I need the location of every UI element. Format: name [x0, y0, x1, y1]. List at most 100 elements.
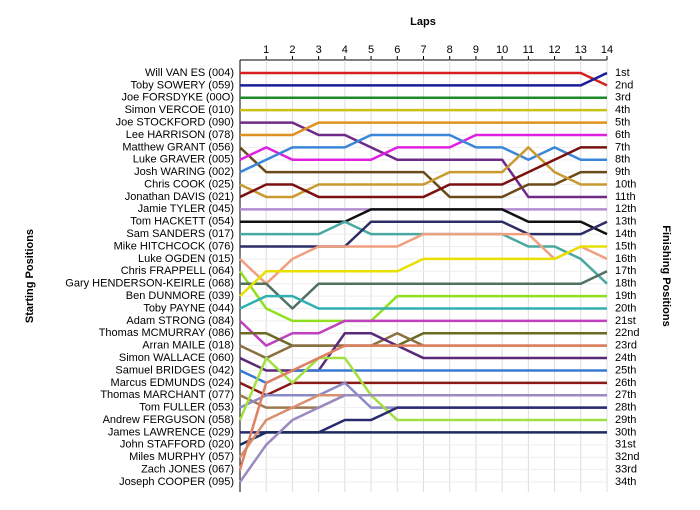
x-tick-label: 10 [496, 44, 508, 56]
rider-label: Joseph COOPER (095) [119, 476, 234, 488]
rider-line [240, 121, 607, 199]
finishing-label: 21st [615, 315, 636, 327]
x-tick-label: 13 [575, 44, 587, 56]
finishing-label: 9th [615, 166, 630, 178]
finishing-label: 15th [615, 240, 636, 252]
rider-line [239, 146, 607, 199]
finishing-label: 5th [615, 116, 630, 128]
rider-label: Simon WALLACE (060) [119, 352, 234, 364]
rider-label: Chris FRAPPELL (064) [121, 265, 234, 277]
rider-label: Andrew FERGUSON (058) [103, 414, 234, 426]
finishing-label: 14th [615, 228, 636, 240]
finishing-label: 2nd [615, 79, 633, 91]
finishing-label: 3rd [615, 92, 631, 104]
finishing-label: 29th [615, 414, 636, 426]
rider-line [240, 208, 608, 236]
rider-label: Joe STOCKFORD (090) [116, 116, 234, 128]
x-tick-label: 11 [523, 44, 534, 56]
finishing-label: 8th [615, 154, 630, 166]
finishing-label: 11th [615, 191, 636, 203]
x-tick-label: 14 [601, 44, 613, 56]
x-tick-label: 7 [420, 44, 426, 56]
x-tick-label: 2 [289, 44, 295, 56]
finishing-label: 24th [615, 352, 636, 364]
finishing-label: 31st [615, 439, 636, 451]
x-axis-title: Laps [410, 16, 436, 28]
rider-label: Matthew GRANT (056) [122, 141, 234, 153]
rider-line [239, 232, 608, 285]
rider-label: Simon VERCOE (010) [125, 104, 234, 116]
rider-label: Ben DUNMORE (039) [126, 290, 234, 302]
rider-line [239, 146, 607, 199]
y2-axis-title: Finishing Positions [660, 225, 672, 326]
rider-label: Chris COOK (025) [144, 178, 234, 190]
x-tick-label: 9 [473, 44, 479, 56]
rider-label: Toby PAYNE (044) [143, 302, 234, 314]
rider-label: Samuel BRIDGES (042) [115, 364, 234, 376]
rider-label: John STAFFORD (020) [120, 439, 234, 451]
finishing-label: 6th [615, 129, 630, 141]
finishing-label: 1st [615, 67, 630, 79]
rider-label: Zach JONES (067) [141, 464, 234, 476]
finishing-label: 10th [615, 178, 636, 190]
rider-line [238, 344, 607, 470]
rider-line [239, 294, 607, 310]
x-tick-label: 3 [316, 44, 322, 56]
rider-label: Thomas MARCHANT (077) [100, 389, 234, 401]
finishing-label: 27th [615, 389, 636, 401]
rider-line [238, 270, 607, 323]
rider-line [240, 71, 608, 87]
rider-line [239, 369, 607, 385]
rider-label: Jonathan DAVIS (021) [125, 191, 234, 203]
rider-label: Lee HARRISON (078) [126, 129, 234, 141]
rider-label: Arran MAILE (018) [142, 340, 234, 352]
rider-line [240, 121, 607, 137]
x-tick-label: 1 [263, 44, 269, 56]
finishing-label: 25th [615, 364, 636, 376]
rider-label: Sam SANDERS (017) [126, 228, 234, 240]
rider-line [239, 431, 607, 446]
finishing-label: 12th [615, 203, 636, 215]
y-axis-title: Starting Positions [24, 229, 36, 323]
rider-label: Luke GRAVER (005) [133, 154, 234, 166]
rider-label: Toby SOWERY (059) [130, 79, 234, 91]
finishing-label: 26th [615, 377, 636, 389]
rider-line [240, 220, 608, 248]
finishing-label: 23rd [615, 340, 637, 352]
finishing-label: 19th [615, 290, 636, 302]
finishing-label: 16th [615, 253, 636, 265]
finishing-label: 20th [615, 302, 636, 314]
rider-label: Adam STRONG (084) [126, 315, 234, 327]
finishing-label: 33rd [615, 464, 637, 476]
rider-label: Luke OGDEN (015) [138, 253, 234, 265]
rider-label: Will VAN ES (004) [145, 67, 234, 79]
rider-line [239, 245, 607, 297]
rider-label: Marcus EDMUNDS (024) [111, 377, 234, 389]
finishing-label: 30th [615, 426, 636, 438]
finishing-label: 22nd [615, 327, 639, 339]
rider-label: Thomas MCMURRAY (086) [99, 327, 234, 339]
rider-line [239, 133, 607, 174]
rider-label: Joe FORSDYKE (00O) [122, 92, 234, 104]
rider-line [239, 319, 607, 347]
rider-line [239, 133, 607, 162]
rider-label: Mike HITCHCOCK (076) [114, 240, 234, 252]
finishing-label: 4th [615, 104, 630, 116]
rider-label: James LAWRENCE (029) [108, 426, 234, 438]
rider-label: Gary HENDERSON-KEIRLE (068) [65, 278, 234, 290]
rider-line [239, 381, 607, 397]
rider-line [238, 393, 607, 483]
finishing-label: 13th [615, 216, 636, 228]
x-tick-label: 4 [342, 44, 348, 56]
rider-line [240, 71, 608, 87]
rider-label: Josh WARING (002) [134, 166, 234, 178]
x-tick-label: 6 [394, 44, 400, 56]
finishing-label: 7th [615, 141, 630, 153]
finishing-label: 18th [615, 278, 636, 290]
x-tick-label: 5 [368, 44, 374, 56]
x-tick-label: 12 [548, 44, 560, 56]
finishing-label: 17th [615, 265, 636, 277]
finishing-label: 32nd [615, 451, 639, 463]
rider-label: Tom HACKETT (054) [130, 216, 234, 228]
